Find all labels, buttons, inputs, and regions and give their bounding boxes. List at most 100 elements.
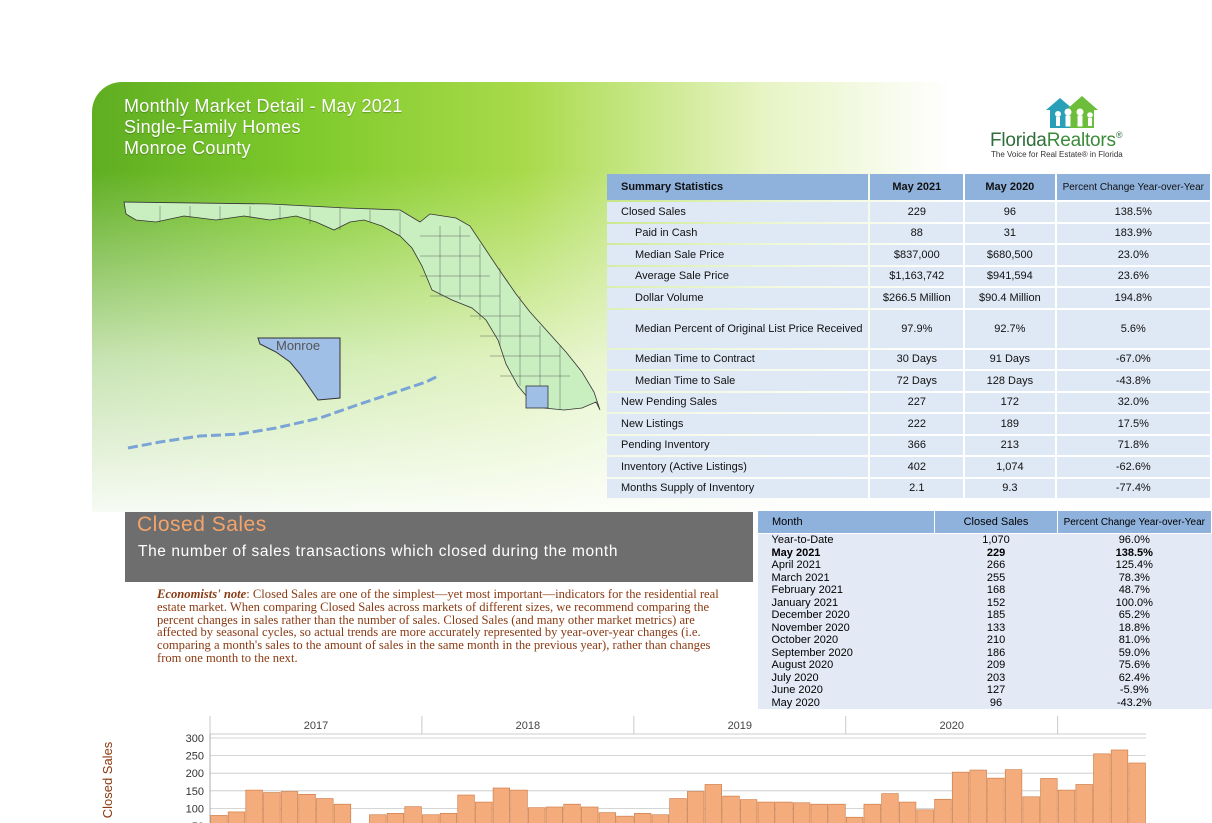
logo-wordmark: FloridaRealtors® bbox=[990, 130, 1122, 152]
chart-bar bbox=[951, 771, 970, 823]
month-row: October 2020 210 81.0% bbox=[757, 634, 1212, 647]
month-label: June 2020 bbox=[757, 684, 935, 697]
month-row: March 2021 255 78.3% bbox=[757, 571, 1212, 584]
chart-bar bbox=[881, 793, 899, 823]
summary-prior-value: $90.4 Million bbox=[965, 288, 1055, 308]
month-closed-sales: 255 bbox=[934, 571, 1058, 584]
chart-bar bbox=[298, 794, 316, 823]
month-closed-sales: 133 bbox=[934, 621, 1058, 634]
month-closed-sales: 210 bbox=[934, 634, 1058, 647]
summary-row: Average Sale Price $1,163,742 $941,594 23.6… bbox=[607, 266, 1210, 286]
chart-bar bbox=[369, 814, 387, 823]
chart-bar bbox=[934, 798, 952, 823]
chart-bar bbox=[1022, 796, 1040, 823]
monroe-inset-highlight bbox=[257, 337, 341, 401]
chart-bar bbox=[563, 803, 581, 823]
month-pct-change: 125.4% bbox=[1057, 559, 1212, 572]
report-title-line: Monthly Market Detail - May 2021 bbox=[124, 96, 403, 116]
chart-bar bbox=[280, 791, 299, 823]
month-closed-sales: 168 bbox=[934, 584, 1058, 597]
month-label: December 2020 bbox=[757, 609, 935, 622]
month-label: May 2021 bbox=[757, 546, 935, 559]
summary-row: Median Time to Contract 30 Days 91 Days -67… bbox=[607, 349, 1210, 369]
economists-note-text: : Closed Sales are one of the simplest—y… bbox=[157, 587, 719, 665]
summary-current-value: 222 bbox=[870, 414, 964, 434]
summary-current-value: $837,000 bbox=[870, 245, 964, 265]
monroe-mainland-highlight bbox=[525, 385, 549, 409]
month-pct-change: 18.8% bbox=[1057, 621, 1212, 634]
chart-bar bbox=[492, 787, 511, 823]
county-borders bbox=[159, 206, 570, 410]
chart-y-tick-label: 50 bbox=[192, 821, 204, 823]
month-pct-change: -43.2% bbox=[1057, 696, 1212, 709]
logo-wordmark-part2: Realtors bbox=[1046, 130, 1116, 151]
chart-bar bbox=[1004, 769, 1023, 823]
chart-bar bbox=[1110, 749, 1129, 823]
summary-header-prior: May 2020 bbox=[965, 174, 1055, 200]
month-row: Year-to-Date 1,070 96.0% bbox=[757, 533, 1212, 547]
month-row: May 2021 229 138.5% bbox=[757, 546, 1212, 559]
summary-current-value: 72 Days bbox=[870, 371, 964, 391]
chart-year-label: 2018 bbox=[516, 720, 540, 732]
chart-bar bbox=[510, 789, 528, 823]
summary-header-label: Summary Statistics bbox=[607, 174, 869, 200]
chart-y-tick-label: 150 bbox=[186, 786, 204, 798]
summary-row: New Listings 222 189 17.5% bbox=[607, 414, 1210, 434]
summary-prior-value: 1,074 bbox=[965, 457, 1055, 477]
month-pct-change: 138.5% bbox=[1057, 546, 1212, 559]
chart-bar bbox=[1093, 753, 1111, 823]
summary-metric-label: Median Time to Sale bbox=[607, 371, 869, 391]
month-row: June 2020 127 -5.9% bbox=[757, 684, 1212, 697]
report-county: Monroe County bbox=[124, 138, 251, 158]
month-pct-change: 100.0% bbox=[1057, 596, 1212, 609]
chart-bar bbox=[722, 795, 740, 823]
chart-bar bbox=[1040, 778, 1058, 823]
monthly-closed-sales-table: Month Closed Sales Percent Change Year-o… bbox=[756, 510, 1212, 709]
chart-bar bbox=[457, 794, 475, 823]
month-row: November 2020 133 18.8% bbox=[757, 621, 1212, 634]
chart-year-label: 2019 bbox=[728, 720, 752, 732]
chart-year-label: 2017 bbox=[304, 720, 328, 732]
closed-sales-subtitle: The number of sales transactions which c… bbox=[138, 543, 619, 560]
chart-bar bbox=[969, 769, 987, 823]
month-row: January 2021 152 100.0% bbox=[757, 596, 1212, 609]
summary-pct-change: -62.6% bbox=[1056, 457, 1210, 477]
logo-registered-mark: ® bbox=[1115, 130, 1123, 140]
summary-row: Dollar Volume $266.5 Million $90.4 Million… bbox=[607, 288, 1210, 308]
month-closed-sales: 96 bbox=[934, 696, 1058, 709]
summary-pct-change: 17.5% bbox=[1056, 414, 1210, 434]
months-header-value: Closed Sales bbox=[934, 510, 1058, 534]
summary-pct-change: 23.6% bbox=[1056, 266, 1210, 286]
month-label: October 2020 bbox=[757, 634, 935, 647]
month-closed-sales: 185 bbox=[934, 609, 1058, 622]
summary-pct-change: 183.9% bbox=[1056, 223, 1210, 243]
chart-bar bbox=[1075, 784, 1093, 823]
summary-metric-label: Months Supply of Inventory bbox=[607, 478, 869, 498]
month-label: March 2021 bbox=[757, 571, 935, 584]
chart-bar bbox=[845, 816, 864, 823]
month-pct-change: 59.0% bbox=[1057, 646, 1212, 659]
month-closed-sales: 209 bbox=[934, 659, 1058, 672]
months-header-month: Month bbox=[756, 510, 936, 534]
chart-bar bbox=[616, 815, 634, 823]
summary-metric-label: New Pending Sales bbox=[607, 392, 869, 412]
month-pct-change: -5.9% bbox=[1057, 684, 1212, 697]
houses-people-icon bbox=[1046, 96, 1098, 128]
summary-current-value: 88 bbox=[870, 223, 964, 243]
chart-bar bbox=[651, 814, 669, 823]
chart-bar bbox=[1128, 762, 1146, 823]
month-row: May 2020 96 -43.2% bbox=[757, 696, 1212, 709]
summary-prior-value: 9.3 bbox=[965, 478, 1055, 498]
month-label: September 2020 bbox=[757, 646, 935, 659]
month-row: September 2020 186 59.0% bbox=[757, 646, 1212, 659]
chart-bar bbox=[810, 803, 828, 823]
summary-metric-label: Median Time to Contract bbox=[607, 349, 869, 369]
summary-row: Median Sale Price $837,000 $680,500 23.0% bbox=[607, 245, 1210, 265]
summary-row: Closed Sales 229 96 138.5% bbox=[607, 202, 1210, 222]
summary-current-value: $1,163,742 bbox=[870, 266, 964, 286]
chart-bar bbox=[669, 798, 687, 823]
florida-county-map bbox=[123, 201, 601, 450]
months-header-row: Month Closed Sales Percent Change Year-o… bbox=[756, 510, 1212, 534]
summary-prior-value: 128 Days bbox=[965, 371, 1055, 391]
